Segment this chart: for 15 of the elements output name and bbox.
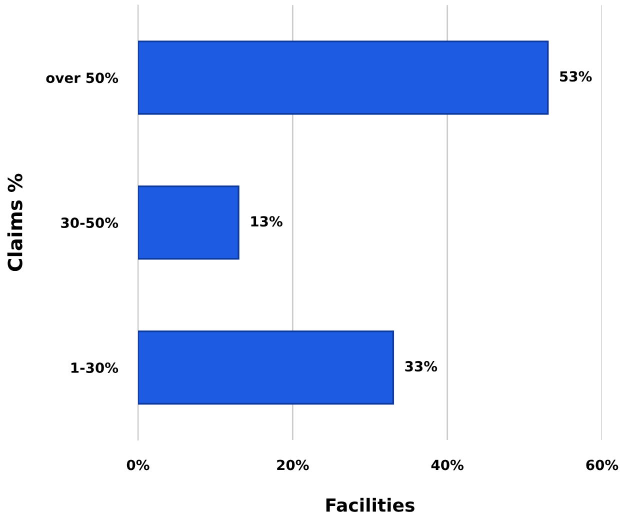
data-label: 53%: [560, 71, 592, 82]
bar: [138, 330, 394, 405]
bar: [138, 186, 240, 260]
y-axis-title: Claims %: [7, 174, 22, 272]
y-tick-label: over 50%: [46, 72, 118, 84]
x-axis-title: Facilities: [326, 498, 414, 512]
x-tick-label: 60%: [586, 460, 618, 470]
y-tick-label: 30-50%: [61, 218, 118, 228]
data-label: 33%: [405, 361, 438, 372]
data-label: 13%: [251, 216, 282, 227]
x-tick-label: 40%: [431, 460, 464, 470]
bar: [138, 40, 549, 115]
x-tick-label: 20%: [277, 460, 309, 470]
x-tick-label: 0%: [126, 460, 150, 470]
y-tick-label: 1-30%: [71, 362, 118, 373]
